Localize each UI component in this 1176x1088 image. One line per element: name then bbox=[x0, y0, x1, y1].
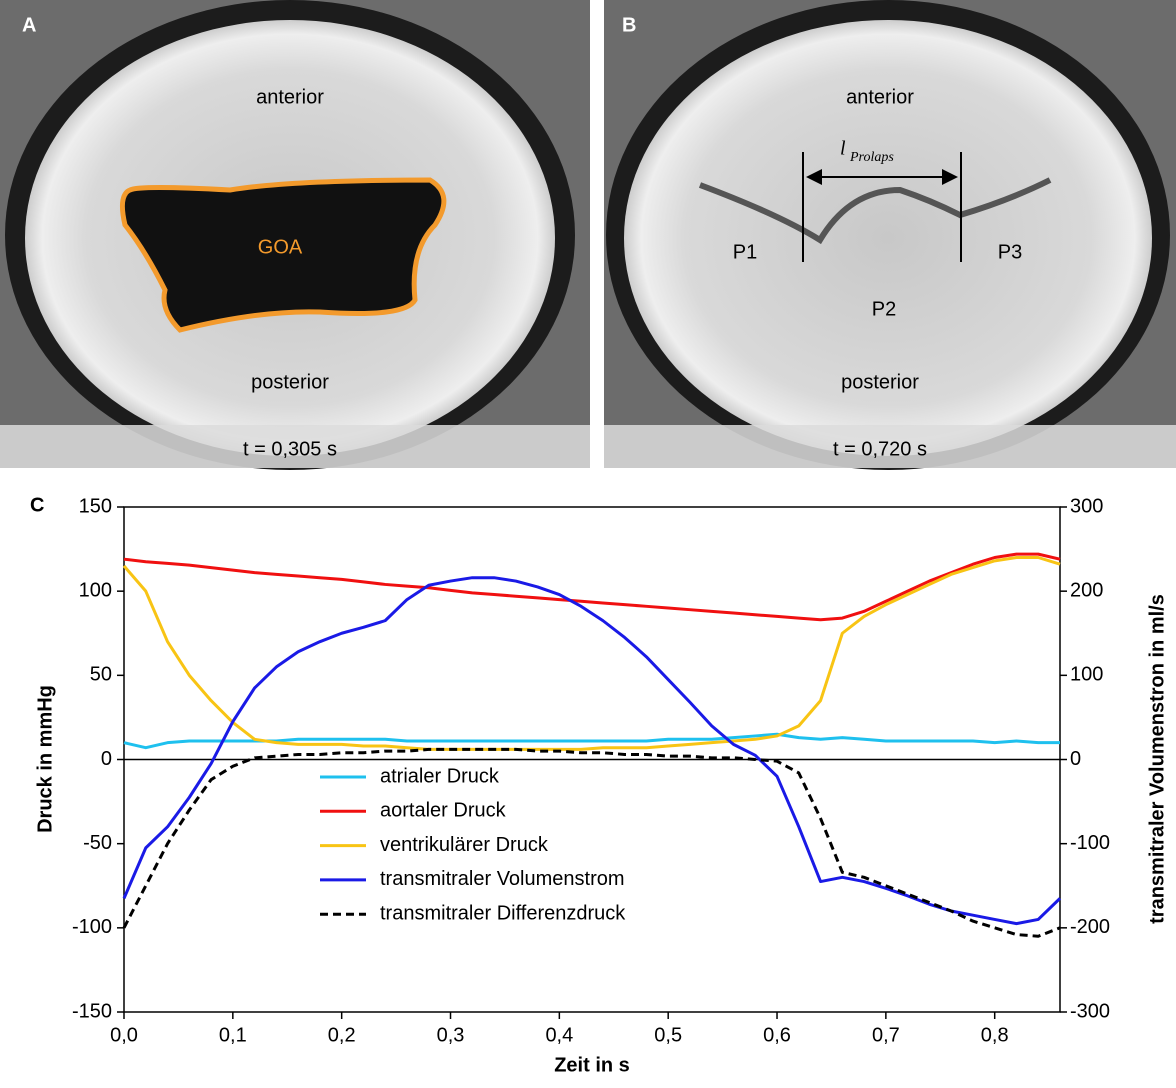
y2-tick-label: -100 bbox=[1070, 832, 1110, 854]
y-axis-label: Druck in mmHg bbox=[34, 685, 56, 833]
x-tick-label: 0,5 bbox=[654, 1024, 682, 1046]
y2-tick-label: -200 bbox=[1070, 916, 1110, 938]
panel-letter: A bbox=[22, 14, 36, 36]
x-tick-label: 0,0 bbox=[110, 1024, 138, 1046]
x-tick-label: 0,2 bbox=[328, 1024, 356, 1046]
x-tick-label: 0,8 bbox=[981, 1024, 1009, 1046]
y-tick-label: -50 bbox=[83, 832, 112, 854]
x-axis-label: Zeit in s bbox=[554, 1054, 630, 1076]
chart: C Zeit in s Druck in mmHg transmitraler … bbox=[30, 494, 1168, 1076]
y2-tick-label: 300 bbox=[1070, 495, 1103, 517]
x-tick-label: 0,4 bbox=[545, 1024, 573, 1046]
x-tick-label: 0,7 bbox=[872, 1024, 900, 1046]
legend-label: transmitraler Volumenstrom bbox=[380, 868, 625, 890]
y-tick-label: 0 bbox=[101, 748, 112, 770]
y2-tick-label: 0 bbox=[1070, 748, 1081, 770]
y2-tick-label: 100 bbox=[1070, 664, 1103, 686]
figure: A anterior GOA posterior t = 0,305 s B a… bbox=[0, 0, 1176, 1083]
label: anterior bbox=[256, 86, 324, 108]
length-subscript: Prolaps bbox=[849, 150, 894, 165]
y2-tick-label: 200 bbox=[1070, 579, 1103, 601]
y-tick-label: 100 bbox=[79, 579, 112, 601]
legend-label: atrialer Druck bbox=[380, 765, 500, 787]
series-line bbox=[124, 554, 1060, 620]
legend-label: transmitraler Differenzdruck bbox=[380, 902, 626, 924]
x-tick-label: 0,1 bbox=[219, 1024, 247, 1046]
y-tick-label: 150 bbox=[79, 495, 112, 517]
leaflet-label: P1 bbox=[733, 241, 757, 263]
x-tick-label: 0,3 bbox=[437, 1024, 465, 1046]
label: anterior bbox=[846, 86, 914, 108]
y2-axis-label: transmitraler Volumenstron in ml/s bbox=[1146, 594, 1168, 924]
y-tick-label: -100 bbox=[72, 916, 112, 938]
leaflet-label: P2 bbox=[872, 298, 896, 320]
legend-label: ventrikulärer Druck bbox=[380, 834, 549, 856]
x-tick-label: 0,6 bbox=[763, 1024, 791, 1046]
label: posterior bbox=[251, 371, 329, 393]
time-label: t = 0,720 s bbox=[833, 438, 927, 460]
time-label: t = 0,305 s bbox=[243, 438, 337, 460]
y-tick-label: 50 bbox=[90, 664, 112, 686]
panel-letter: C bbox=[30, 494, 44, 516]
y2-tick-label: -300 bbox=[1070, 1000, 1110, 1022]
y-tick-label: -150 bbox=[72, 1000, 112, 1022]
label: posterior bbox=[841, 371, 919, 393]
panel-letter: B bbox=[622, 14, 636, 36]
length-label: l bbox=[840, 138, 846, 160]
panel-a: A anterior GOA posterior t = 0,305 s bbox=[0, 0, 590, 470]
legend-label: aortaler Druck bbox=[380, 800, 507, 822]
panel-b: B anterior l Prolaps P1 P2 P3 posterior … bbox=[604, 0, 1176, 470]
leaflet-label: P3 bbox=[998, 241, 1022, 263]
label: GOA bbox=[258, 236, 303, 258]
